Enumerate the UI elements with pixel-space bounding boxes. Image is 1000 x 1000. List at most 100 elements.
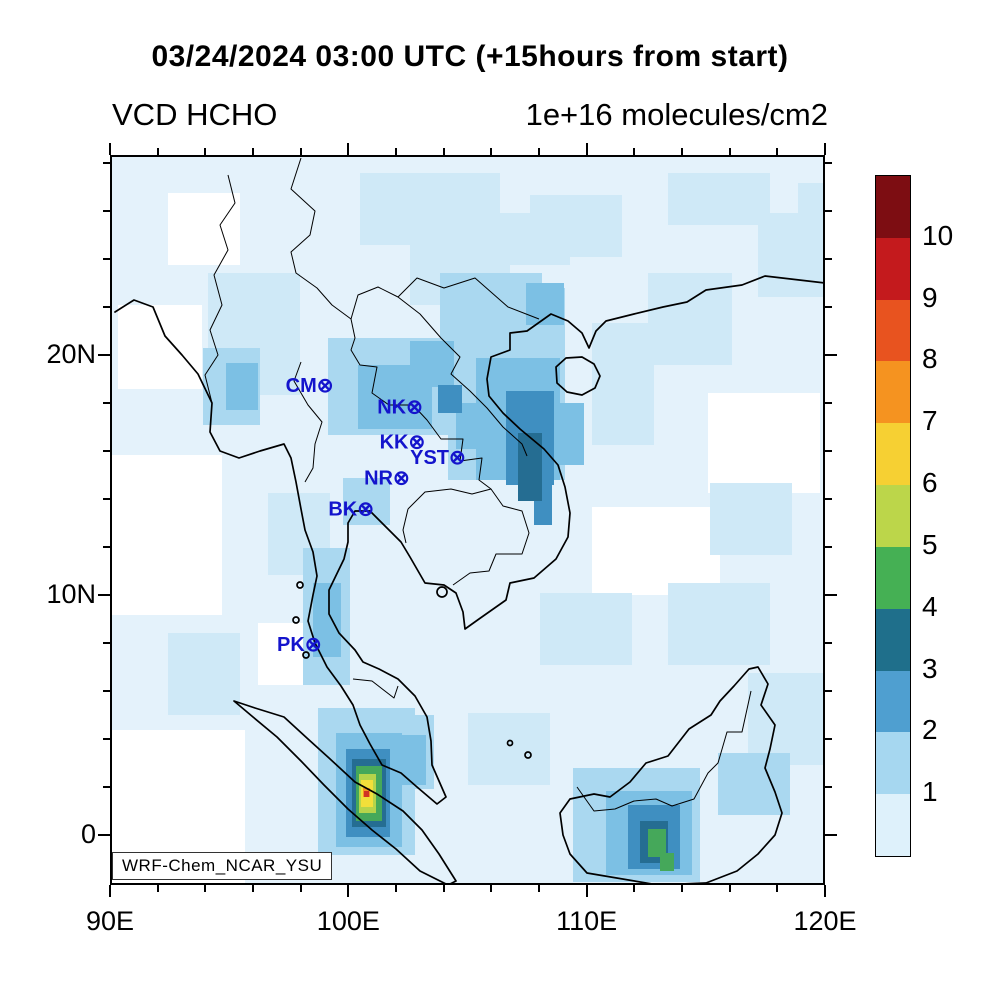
x-axis-tick <box>109 885 111 897</box>
y-axis-minor-tick <box>825 162 832 164</box>
field-patch <box>798 183 825 295</box>
y-axis-minor-tick <box>103 450 110 452</box>
map-plot: CM⊗ NK⊗ KK⊗YST⊗NR⊗ BK⊗ PK⊗ <box>110 155 825 885</box>
y-axis-minor-tick <box>103 306 110 308</box>
x-axis-minor-tick <box>490 148 493 155</box>
y-axis-tick-label: 0 <box>80 819 96 849</box>
colorbar-segment <box>876 794 910 856</box>
border-path <box>293 361 323 483</box>
station-marker-nk: NK⊗ <box>377 397 423 419</box>
colorbar-tick-label: 3 <box>922 652 938 684</box>
colorbar <box>875 175 911 857</box>
colorbar-segment <box>876 423 910 486</box>
colorbar-tick-label: 6 <box>922 467 938 499</box>
x-axis-minor-tick <box>156 885 159 892</box>
colorbar-segment <box>876 176 910 238</box>
y-axis-minor-tick <box>825 450 832 452</box>
border-path <box>576 690 752 812</box>
field-patch <box>168 633 240 715</box>
y-axis-minor-tick <box>825 642 832 644</box>
colorbar-tick-label: 8 <box>922 343 938 375</box>
y-axis-minor-tick <box>825 402 832 404</box>
y-axis-minor-tick <box>103 498 110 500</box>
x-axis-minor-tick <box>299 148 302 155</box>
x-axis-minor-tick <box>442 148 445 155</box>
field-patch <box>748 673 825 765</box>
field-patch <box>110 455 222 615</box>
x-axis-tick <box>347 885 350 897</box>
colorbar-tick-label: 7 <box>922 405 938 437</box>
island-icon <box>292 616 300 624</box>
border-path <box>290 157 492 490</box>
y-axis-minor-tick <box>825 738 832 740</box>
field-patch <box>168 193 240 265</box>
colorbar-segment <box>876 361 910 424</box>
colorbar-tick-label: 1 <box>922 776 938 808</box>
x-axis-minor-tick <box>252 885 254 892</box>
y-axis-minor-tick <box>103 546 110 548</box>
field-patch <box>360 173 500 245</box>
field-patch <box>410 341 454 387</box>
y-axis-tick <box>98 834 110 836</box>
field-patch <box>668 173 770 225</box>
coastline-mainland <box>114 275 825 805</box>
y-axis-minor-tick <box>103 210 110 212</box>
x-axis-minor-tick <box>204 885 207 892</box>
station-marker-pk: PK⊗ <box>277 634 322 656</box>
colorbar-segment <box>876 546 910 609</box>
y-axis-minor-tick <box>103 786 110 788</box>
border-path <box>350 277 540 457</box>
x-axis-minor-tick <box>204 148 207 155</box>
field-patch <box>226 363 258 410</box>
border-path <box>402 488 530 586</box>
colorbar-segment <box>876 608 910 671</box>
x-axis-minor-tick <box>681 885 683 892</box>
x-axis-tick <box>824 885 826 897</box>
field-patch <box>556 403 584 465</box>
station-marker-kk: KK⊗ <box>380 431 426 453</box>
x-axis-tick-label: 90E <box>85 906 135 936</box>
colorbar-segment <box>876 485 910 547</box>
station-marker-bk: BK⊗ <box>328 499 374 521</box>
x-axis-minor-tick <box>728 148 731 155</box>
y-axis-tick <box>98 354 110 356</box>
field-patch <box>710 483 792 555</box>
field-patch <box>592 323 654 445</box>
field-patch <box>364 791 369 797</box>
variable-label: VCD HCHO <box>112 97 278 132</box>
x-axis-minor-tick <box>395 148 397 155</box>
field-patch <box>648 273 732 365</box>
y-axis-minor-tick <box>825 498 832 500</box>
y-axis-minor-tick <box>103 402 110 404</box>
border-path <box>352 678 399 699</box>
coastlines <box>114 275 825 885</box>
field-patch <box>118 305 202 389</box>
field-patch <box>660 853 674 871</box>
coastline-borneo <box>559 666 783 885</box>
y-axis-minor-tick <box>103 738 110 740</box>
x-axis-minor-tick <box>538 148 540 155</box>
y-axis-minor-tick <box>825 306 832 308</box>
field-patch <box>468 713 550 785</box>
x-axis-minor-tick <box>633 148 636 155</box>
field-patch <box>540 593 632 665</box>
x-axis-minor-tick <box>728 885 731 892</box>
x-axis-minor-tick <box>252 148 254 155</box>
coastline-sumatra <box>233 700 457 885</box>
y-axis-tick <box>98 594 110 596</box>
island-icon <box>302 651 310 659</box>
field-patch <box>668 583 770 665</box>
y-axis-tick-label: 10N <box>46 579 96 609</box>
x-axis-minor-tick <box>299 885 302 892</box>
colorbar-tick-label: 5 <box>922 528 938 560</box>
figure-title: 03/24/2024 03:00 UTC (+15hours from star… <box>151 40 789 73</box>
x-axis-tick <box>347 143 350 155</box>
field-patch <box>592 507 720 595</box>
island-icon <box>436 586 448 598</box>
model-label-box: WRF-Chem_NCAR_YSU <box>112 852 333 880</box>
y-axis-tick <box>825 594 837 596</box>
y-axis-minor-tick <box>825 258 832 260</box>
coastline-hainan <box>555 356 601 396</box>
x-axis-tick-label: 110E <box>556 906 618 936</box>
